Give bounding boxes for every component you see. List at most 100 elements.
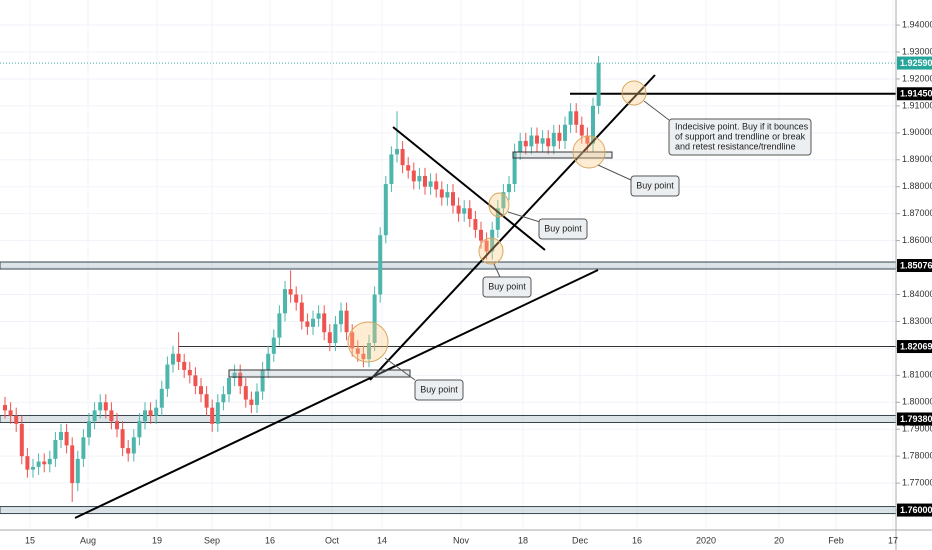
callout-text: of support and trendline or break — [675, 131, 806, 141]
price-tags: 1.92590 1.91450 1.85076 1.82069 1.79380 1.760… — [897, 56, 932, 517]
x-tick-label: 19 — [152, 535, 162, 545]
candle-body — [176, 353, 181, 362]
candle-body — [98, 402, 103, 411]
candle-body — [512, 151, 517, 185]
price-tag-label: 1.92590 — [900, 58, 932, 68]
y-tick-label: 1.92000 — [902, 73, 932, 83]
x-tick-label: 17 — [888, 535, 898, 545]
x-tick-label: 16 — [632, 535, 642, 545]
candle-body — [266, 353, 271, 370]
callout-box — [538, 218, 588, 240]
candle-body — [103, 402, 108, 411]
price-tag — [897, 56, 932, 70]
y-tick-label: 1.89000 — [902, 154, 932, 164]
candle-body — [467, 208, 472, 220]
candle-body — [546, 138, 551, 147]
candle-body — [406, 165, 411, 171]
pointer — [507, 211, 541, 223]
candle-body — [495, 208, 500, 230]
callout-box — [414, 379, 464, 401]
candle-body — [53, 440, 58, 459]
x-tick-label: 15 — [25, 535, 35, 545]
price-tag-label: 1.79380 — [900, 414, 932, 424]
candle-body — [3, 404, 7, 411]
callout-text: Buy point — [420, 384, 458, 394]
candle-body — [462, 208, 467, 214]
candle-body — [456, 205, 461, 214]
y-tick-label: 1.91000 — [902, 100, 932, 110]
price-tag-label: 1.82069 — [900, 341, 932, 351]
candle-body — [372, 294, 377, 344]
callout-text: Indecisive point. Buy if it bounces — [675, 121, 809, 131]
candle-body — [523, 140, 528, 147]
candle-body — [204, 394, 209, 408]
highlight-circle — [478, 237, 504, 265]
annotations: Buy point Buy point Buy point Buy point Inde… — [414, 118, 812, 401]
candle-body — [322, 313, 327, 333]
candle-body — [238, 372, 243, 387]
y-tick-label: 1.80000 — [902, 397, 932, 407]
trendline — [392, 126, 546, 251]
y-tick-label: 1.79000 — [902, 424, 932, 434]
candle-body — [574, 111, 579, 125]
candle-body — [596, 63, 601, 106]
callout-text: Buy point — [544, 223, 582, 233]
candle-body — [484, 240, 489, 252]
candle-body — [294, 294, 299, 303]
candle-body — [8, 410, 13, 416]
candle-body — [451, 192, 455, 206]
level-zone — [0, 261, 897, 270]
callout-text: Buy point — [488, 281, 526, 291]
candle-body — [383, 184, 388, 236]
y-tick-label: 1.86000 — [902, 235, 932, 245]
level-zone — [0, 506, 897, 515]
candle-body — [109, 410, 114, 422]
x-tick-label: 18 — [518, 535, 528, 545]
candle-body — [417, 175, 422, 182]
candle-body — [579, 124, 584, 136]
trendline — [369, 74, 656, 381]
candle-body — [115, 421, 119, 430]
price-tag — [897, 412, 932, 426]
candle-body — [367, 343, 371, 360]
candle-body — [70, 445, 75, 484]
candle-body — [395, 149, 399, 155]
candle-body — [215, 402, 220, 424]
y-tick-label: 1.84000 — [902, 289, 932, 299]
price-tag-label: 1.91450 — [900, 89, 932, 99]
candle-body — [350, 332, 355, 349]
y-tick-label: 1.83000 — [902, 316, 932, 326]
y-tick-label: 1.94000 — [902, 19, 932, 29]
candle-body — [411, 170, 416, 182]
candle-body — [473, 219, 478, 230]
candle-body — [260, 369, 265, 392]
candle-body — [249, 399, 254, 405]
candle-body — [479, 229, 483, 241]
candle-body — [490, 229, 495, 252]
callout-text: and retest resistance/trendline — [675, 141, 796, 151]
candle-body — [36, 461, 41, 467]
candle-body — [187, 369, 192, 376]
candle-body — [339, 310, 343, 325]
candle-body — [557, 132, 562, 141]
candle-body — [126, 448, 131, 454]
candle-body — [271, 337, 276, 354]
highlight-circle — [621, 80, 647, 106]
x-tick-label: 20 — [774, 535, 784, 545]
candle-body — [193, 375, 198, 387]
candle-body — [378, 235, 383, 295]
candle-body — [568, 111, 573, 125]
candle-body — [591, 105, 595, 144]
x-tick-label: Dec — [572, 535, 589, 545]
candle-body — [148, 410, 153, 416]
pointer — [643, 100, 670, 121]
candle-body — [42, 461, 47, 465]
candle-body — [227, 378, 231, 395]
trendline — [74, 269, 599, 519]
y-tick-label: 1.81000 — [902, 370, 932, 380]
y-tick-label: 1.90000 — [902, 127, 932, 137]
candle-body — [551, 132, 556, 147]
highlight-circle — [488, 192, 510, 218]
x-tick-label: Feb — [828, 535, 844, 545]
